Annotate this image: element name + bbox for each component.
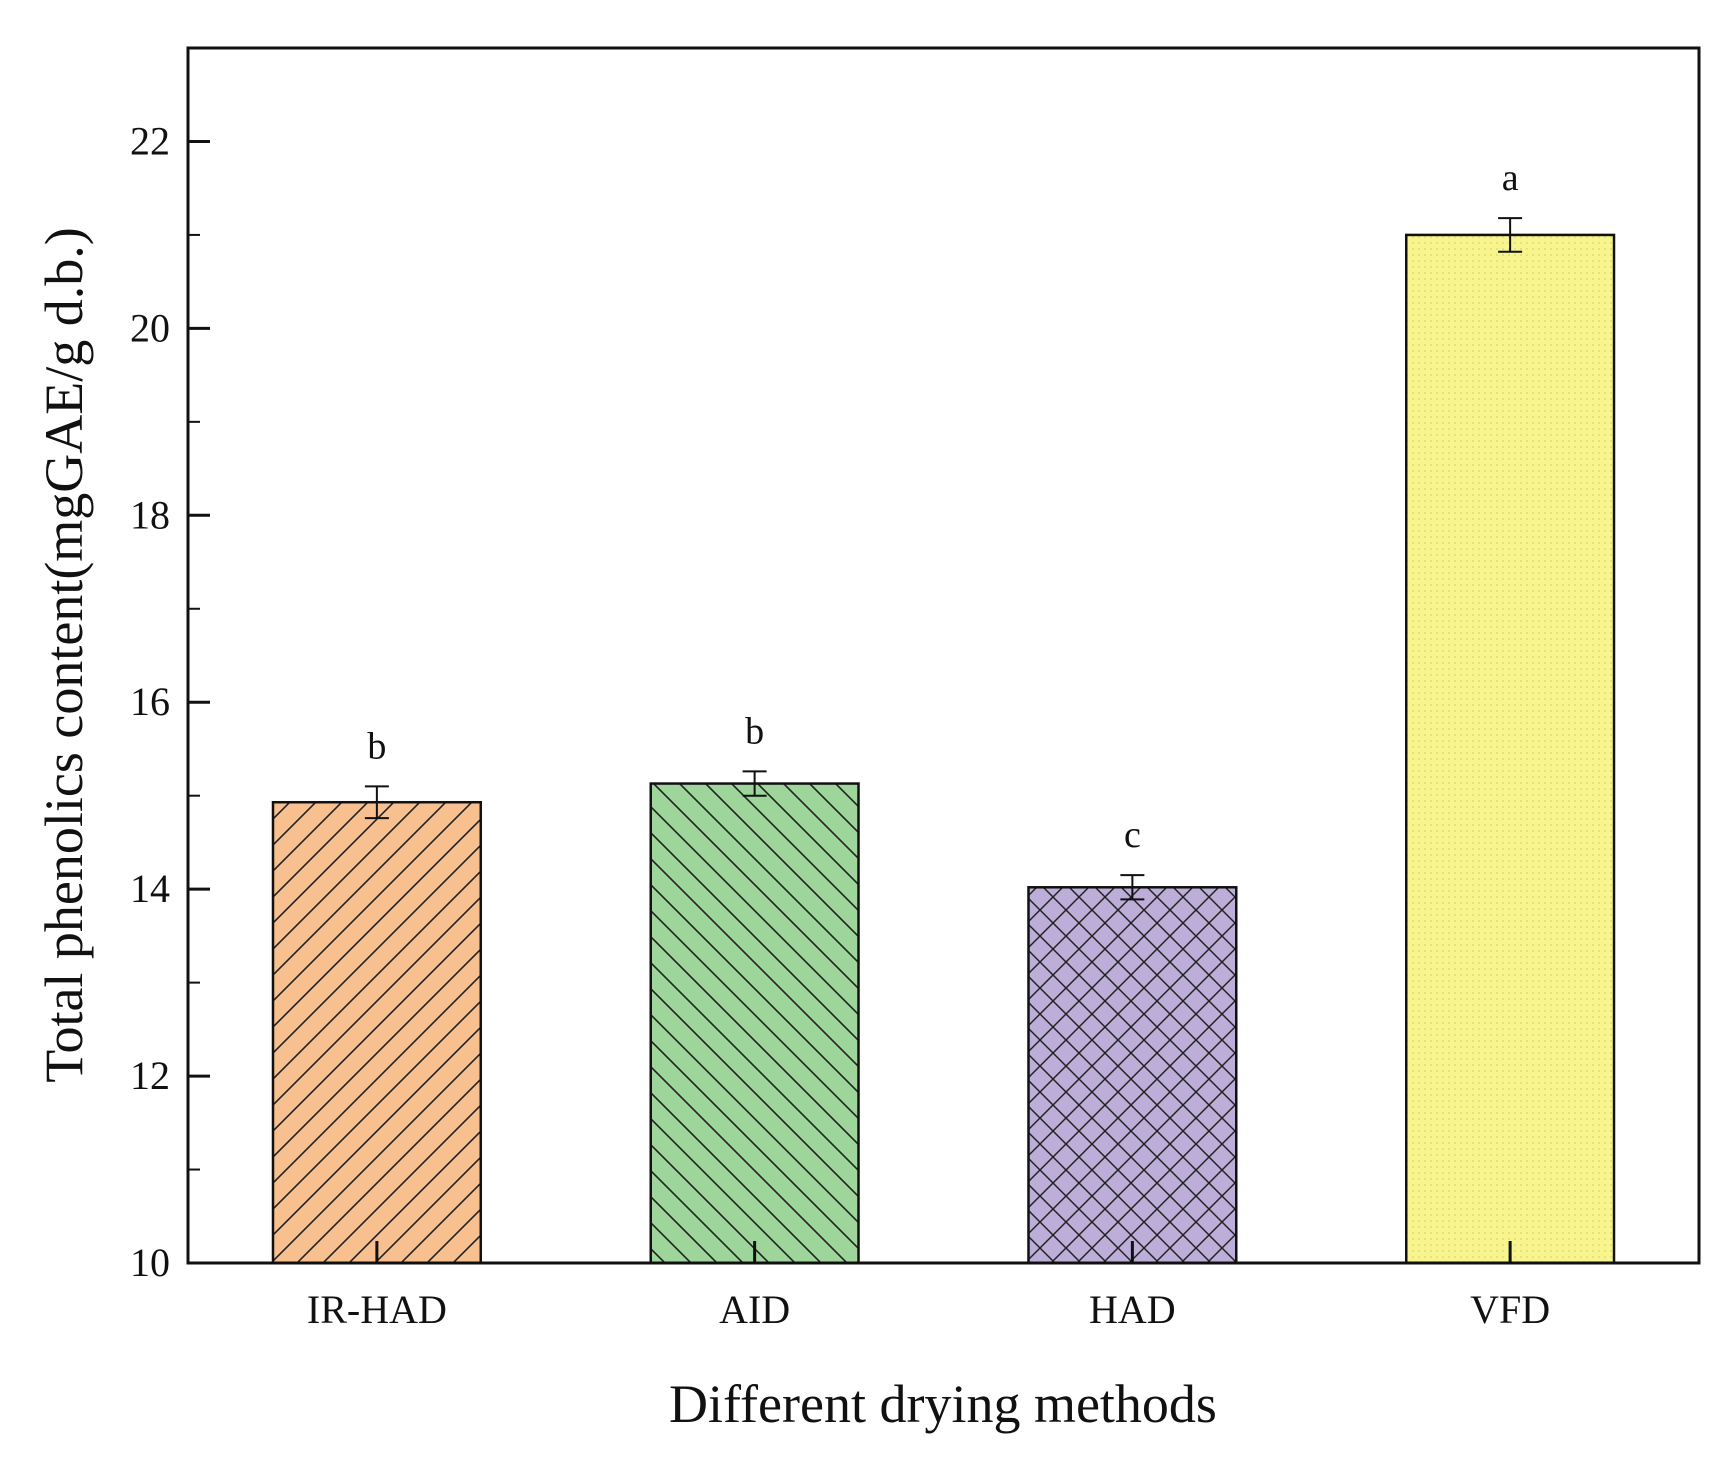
y-tick-label-10: 10 (130, 1240, 170, 1285)
x-tick-label-had: HAD (1089, 1287, 1176, 1332)
significance-label-ir-had: b (367, 725, 386, 767)
y-tick-label-14: 14 (130, 866, 170, 911)
y-tick-label-16: 16 (130, 679, 170, 724)
x-tick-label-ir-had: IR-HAD (307, 1287, 447, 1332)
significance-label-vfd: a (1502, 157, 1519, 199)
significance-labels-layer: b b c a (367, 157, 1518, 856)
x-axis: IR-HAD AID HAD VFD (307, 1241, 1550, 1332)
bar-vfd (1404, 233, 1616, 1265)
significance-label-had: c (1124, 814, 1141, 856)
bars-layer (271, 233, 1616, 1265)
x-tick-label-vfd: VFD (1470, 1287, 1550, 1332)
y-tick-label-20: 20 (130, 305, 170, 350)
x-axis-title: Different drying methods (669, 1374, 1217, 1434)
bar-aid (649, 782, 860, 1265)
plot-area-frame (186, 46, 1701, 1265)
significance-label-aid: b (745, 710, 764, 752)
bar-ir-had (271, 800, 483, 1265)
y-axis-title: Total phenolics content(mgGAE/g d.b.) (34, 227, 94, 1083)
y-tick-label-18: 18 (130, 492, 170, 537)
y-axis: 10 12 14 16 18 20 22 (130, 118, 210, 1285)
x-tick-label-aid: AID (719, 1287, 790, 1332)
bar-had (1027, 886, 1238, 1265)
y-tick-label-22: 22 (130, 118, 170, 163)
y-tick-label-12: 12 (130, 1053, 170, 1098)
error-bars-layer (364, 217, 1523, 901)
